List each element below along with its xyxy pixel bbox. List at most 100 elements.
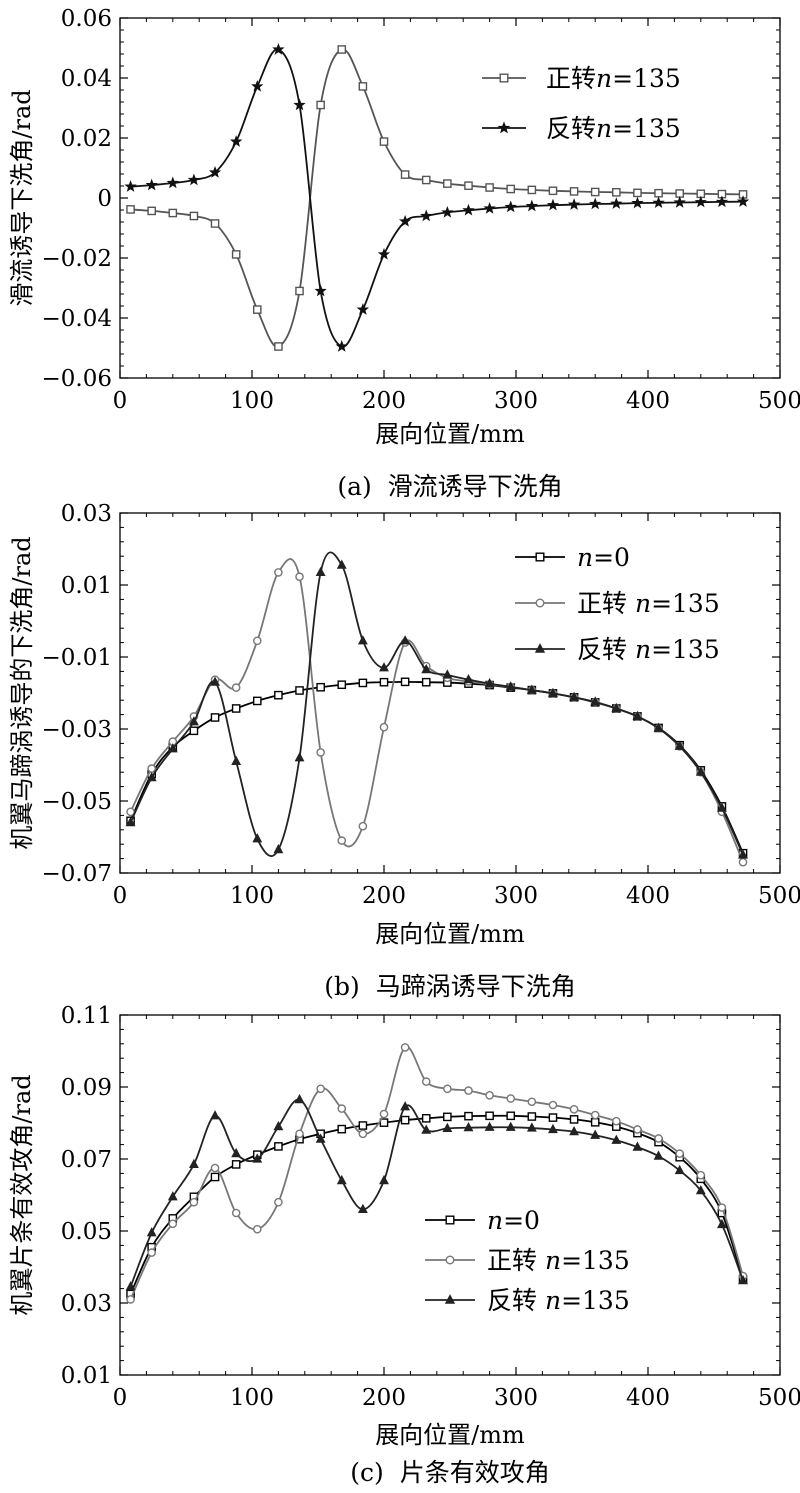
data-point-c-2 — [484, 1121, 495, 1131]
series-line-c-1 — [129, 1046, 744, 1300]
y-axis-title-b: 机翼马蹄涡诱导的下洗角/rad — [8, 536, 36, 849]
data-point-a-1 — [187, 173, 201, 186]
data-point-c-1 — [548, 1100, 558, 1110]
x-tick-label-b: 100 — [230, 883, 274, 909]
data-point-a-0 — [421, 175, 431, 185]
data-point-c-2 — [653, 1150, 664, 1160]
y-tick-label-a: −0.06 — [42, 366, 112, 392]
data-point-b-2 — [421, 663, 432, 674]
y-tick-label-c: 0.09 — [61, 1075, 112, 1101]
data-point-b-2 — [632, 710, 643, 720]
series-c-1 — [126, 1043, 748, 1304]
legend-marker-a-0 — [499, 73, 509, 83]
data-point-b-0 — [316, 682, 325, 692]
data-point-b-0 — [189, 726, 199, 736]
data-point-a-0 — [231, 250, 241, 259]
series-line-c-0 — [129, 1114, 744, 1295]
data-point-a-1 — [272, 43, 285, 55]
legend-marker-c-0 — [445, 1215, 455, 1225]
data-point-b-0 — [337, 680, 347, 690]
x-tick-label-a: 500 — [758, 388, 800, 414]
data-point-c-0 — [464, 1111, 473, 1121]
series-c-0 — [126, 1111, 748, 1299]
data-point-b-0 — [274, 690, 283, 700]
x-tick-label-a: 0 — [113, 388, 128, 414]
plot-frame-b — [119, 512, 781, 874]
x-tick-label-c: 0 — [113, 1385, 128, 1411]
data-point-c-0 — [443, 1112, 452, 1122]
data-point-c-2 — [611, 1134, 622, 1144]
panel-caption-c: (c) 片条有效攻角 — [350, 1458, 549, 1487]
y-tick-label-a: −0.04 — [42, 306, 112, 332]
data-point-b-2 — [738, 849, 748, 859]
data-point-b-0 — [295, 686, 304, 695]
legend-label-c-0: n=0 — [487, 1206, 540, 1235]
data-point-a-0 — [527, 185, 537, 195]
panel-caption-a: (a) 滑流诱导下洗角 — [337, 472, 562, 501]
series-line-c-2 — [129, 1098, 744, 1288]
y-tick-label-a: 0 — [97, 186, 112, 212]
y-axis-title-a: 滑流诱导下洗角/rad — [8, 89, 36, 306]
data-point-b-2 — [463, 674, 474, 684]
data-point-c-1 — [210, 1163, 220, 1173]
data-point-c-2 — [548, 1123, 558, 1134]
data-point-a-1 — [230, 135, 243, 147]
series-a-1 — [124, 43, 750, 352]
data-point-a-0 — [569, 187, 579, 196]
legend-label-b-2: 反转 n=135 — [577, 635, 720, 664]
legend-a: 正转n=135 反转n=135 — [482, 64, 681, 143]
legend-marker-c-2 — [444, 1294, 456, 1304]
panel-caption-b: (b) 马蹄涡诱导下洗角 — [324, 972, 575, 1001]
data-point-c-1 — [337, 1104, 347, 1113]
data-point-a-1 — [610, 197, 623, 209]
data-point-a-1 — [462, 203, 475, 216]
legend-marker-b-0 — [535, 552, 545, 562]
data-point-a-1 — [251, 79, 264, 92]
data-point-c-0 — [506, 1111, 516, 1121]
x-axis-title-b: 展向位置/mm — [375, 920, 525, 948]
data-point-c-2 — [167, 1191, 178, 1201]
y-tick-label-a: −0.02 — [42, 246, 112, 272]
data-point-c-1 — [231, 1208, 241, 1218]
data-point-a-0 — [358, 82, 368, 91]
x-axis-title-a: 展向位置/mm — [375, 420, 525, 448]
data-point-b-2 — [379, 662, 389, 672]
x-tick-label-c: 200 — [362, 1385, 406, 1411]
data-point-a-1 — [398, 214, 412, 227]
data-point-a-0 — [506, 184, 516, 194]
data-point-c-2 — [738, 1275, 748, 1285]
data-point-c-2 — [674, 1164, 685, 1175]
x-tick-label-c: 300 — [494, 1385, 538, 1411]
data-point-c-0 — [274, 1142, 283, 1151]
x-tick-label-a: 200 — [362, 388, 406, 414]
data-point-c-1 — [485, 1090, 494, 1100]
legend-label-c-1: 正转 n=135 — [487, 1246, 630, 1275]
data-point-a-1 — [293, 98, 306, 111]
data-point-a-0 — [400, 170, 410, 179]
data-point-c-2 — [210, 1110, 220, 1120]
legend-label-b-0: n=0 — [577, 543, 630, 572]
data-point-c-0 — [337, 1124, 347, 1134]
legend-marker-c-1 — [445, 1255, 455, 1265]
data-point-b-2 — [336, 559, 347, 569]
panel-c: 机翼片条有效攻角/rad 展向位置/mm (c) 片条有效攻角 — [8, 1014, 781, 1487]
data-point-a-0 — [612, 187, 621, 197]
data-point-c-2 — [252, 1153, 263, 1163]
x-tick-label-c: 400 — [626, 1385, 670, 1411]
data-point-a-0 — [590, 187, 600, 197]
data-point-b-0 — [252, 696, 262, 706]
data-point-a-1 — [166, 176, 179, 189]
legend-label-b-1: 正转 n=135 — [577, 589, 720, 618]
data-point-b-1 — [295, 572, 304, 582]
legend-label-a-1: 反转n=135 — [546, 114, 681, 143]
data-point-b-2 — [210, 676, 220, 686]
data-point-c-2 — [357, 1203, 368, 1213]
data-point-c-1 — [675, 1149, 684, 1158]
y-tick-label-c: 0.05 — [61, 1219, 112, 1245]
data-point-a-0 — [147, 206, 156, 216]
data-point-a-1 — [567, 198, 581, 210]
data-point-b-0 — [358, 678, 368, 688]
data-point-c-0 — [527, 1112, 537, 1121]
data-point-c-1 — [189, 1197, 199, 1207]
data-point-b-2 — [400, 635, 411, 645]
